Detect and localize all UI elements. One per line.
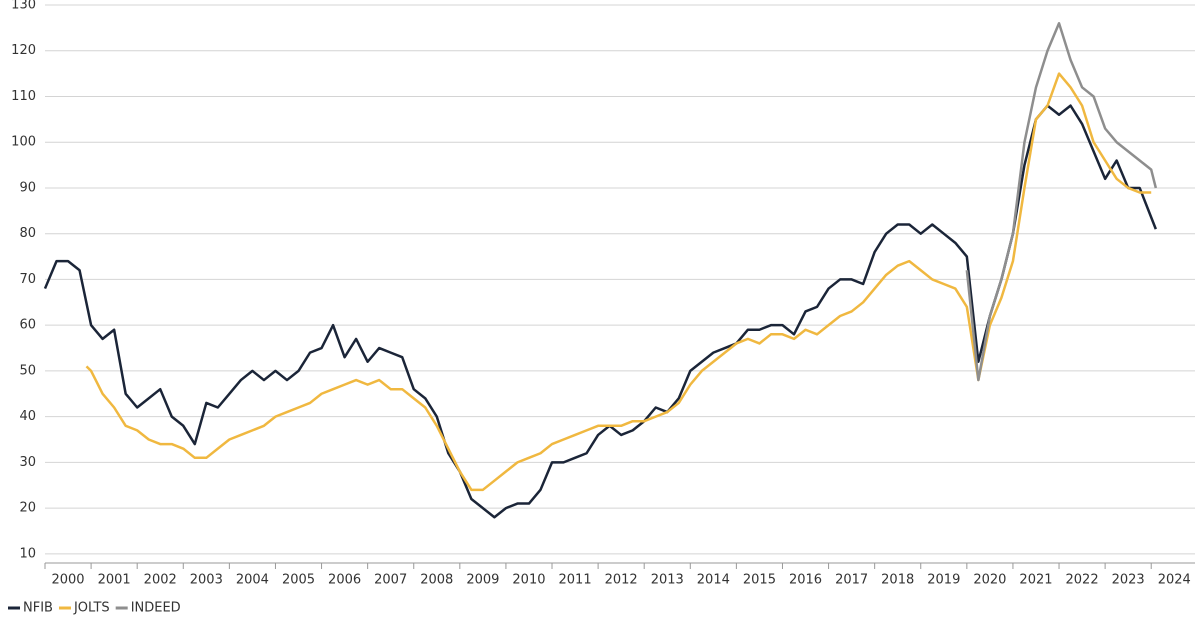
y-tick-label: 110 — [11, 89, 36, 104]
x-tick-label: 2005 — [282, 573, 315, 588]
x-tick-label: 2019 — [927, 573, 960, 588]
y-tick-label: 60 — [19, 318, 36, 333]
x-tick-label: 2010 — [512, 573, 545, 588]
x-tick-label: 2002 — [144, 573, 177, 588]
line-series — [85, 72, 1152, 492]
x-tick-label: 2013 — [651, 573, 684, 588]
x-tick-label: 2023 — [1112, 573, 1145, 588]
y-tick-label: 70 — [19, 272, 36, 287]
x-tick-label: 2020 — [973, 573, 1006, 588]
y-tick-label: 10 — [19, 546, 36, 561]
y-tick-label: 30 — [19, 455, 36, 470]
y-tick-label: 40 — [19, 409, 36, 424]
x-tick-label: 2015 — [743, 573, 776, 588]
x-tick-label: 2022 — [1066, 573, 1099, 588]
x-tick-label: 2011 — [559, 573, 592, 588]
x-tick-label: 2016 — [789, 573, 822, 588]
y-tick-label: 20 — [19, 501, 36, 516]
x-tick-label: 2003 — [190, 573, 223, 588]
x-tick-label: 2000 — [51, 573, 84, 588]
y-tick-label: 50 — [19, 363, 36, 378]
x-tick-label: 2006 — [328, 573, 361, 588]
legend-label: JOLTS — [73, 601, 110, 616]
y-tick-label: 130 — [11, 0, 36, 13]
x-tick-label: 2007 — [374, 573, 407, 588]
x-tick-label: 2009 — [466, 573, 499, 588]
line-series — [43, 104, 1157, 519]
y-tick-label: 100 — [11, 135, 36, 150]
y-tick-label: 80 — [19, 226, 36, 241]
x-tick-label: 2018 — [881, 573, 914, 588]
x-tick-label: 2014 — [697, 573, 730, 588]
legend-label: INDEED — [131, 601, 181, 616]
x-tick-label: 2008 — [420, 573, 453, 588]
x-tick-label: 2001 — [98, 573, 131, 588]
x-tick-label: 2024 — [1158, 573, 1191, 588]
x-tick-label: 2021 — [1019, 573, 1052, 588]
y-tick-label: 90 — [19, 180, 36, 195]
legend-label: NFIB — [23, 601, 53, 616]
x-tick-label: 2012 — [605, 573, 638, 588]
x-tick-label: 2004 — [236, 573, 269, 588]
line-series — [965, 22, 1158, 382]
x-tick-label: 2017 — [835, 573, 868, 588]
y-tick-label: 120 — [11, 43, 36, 58]
